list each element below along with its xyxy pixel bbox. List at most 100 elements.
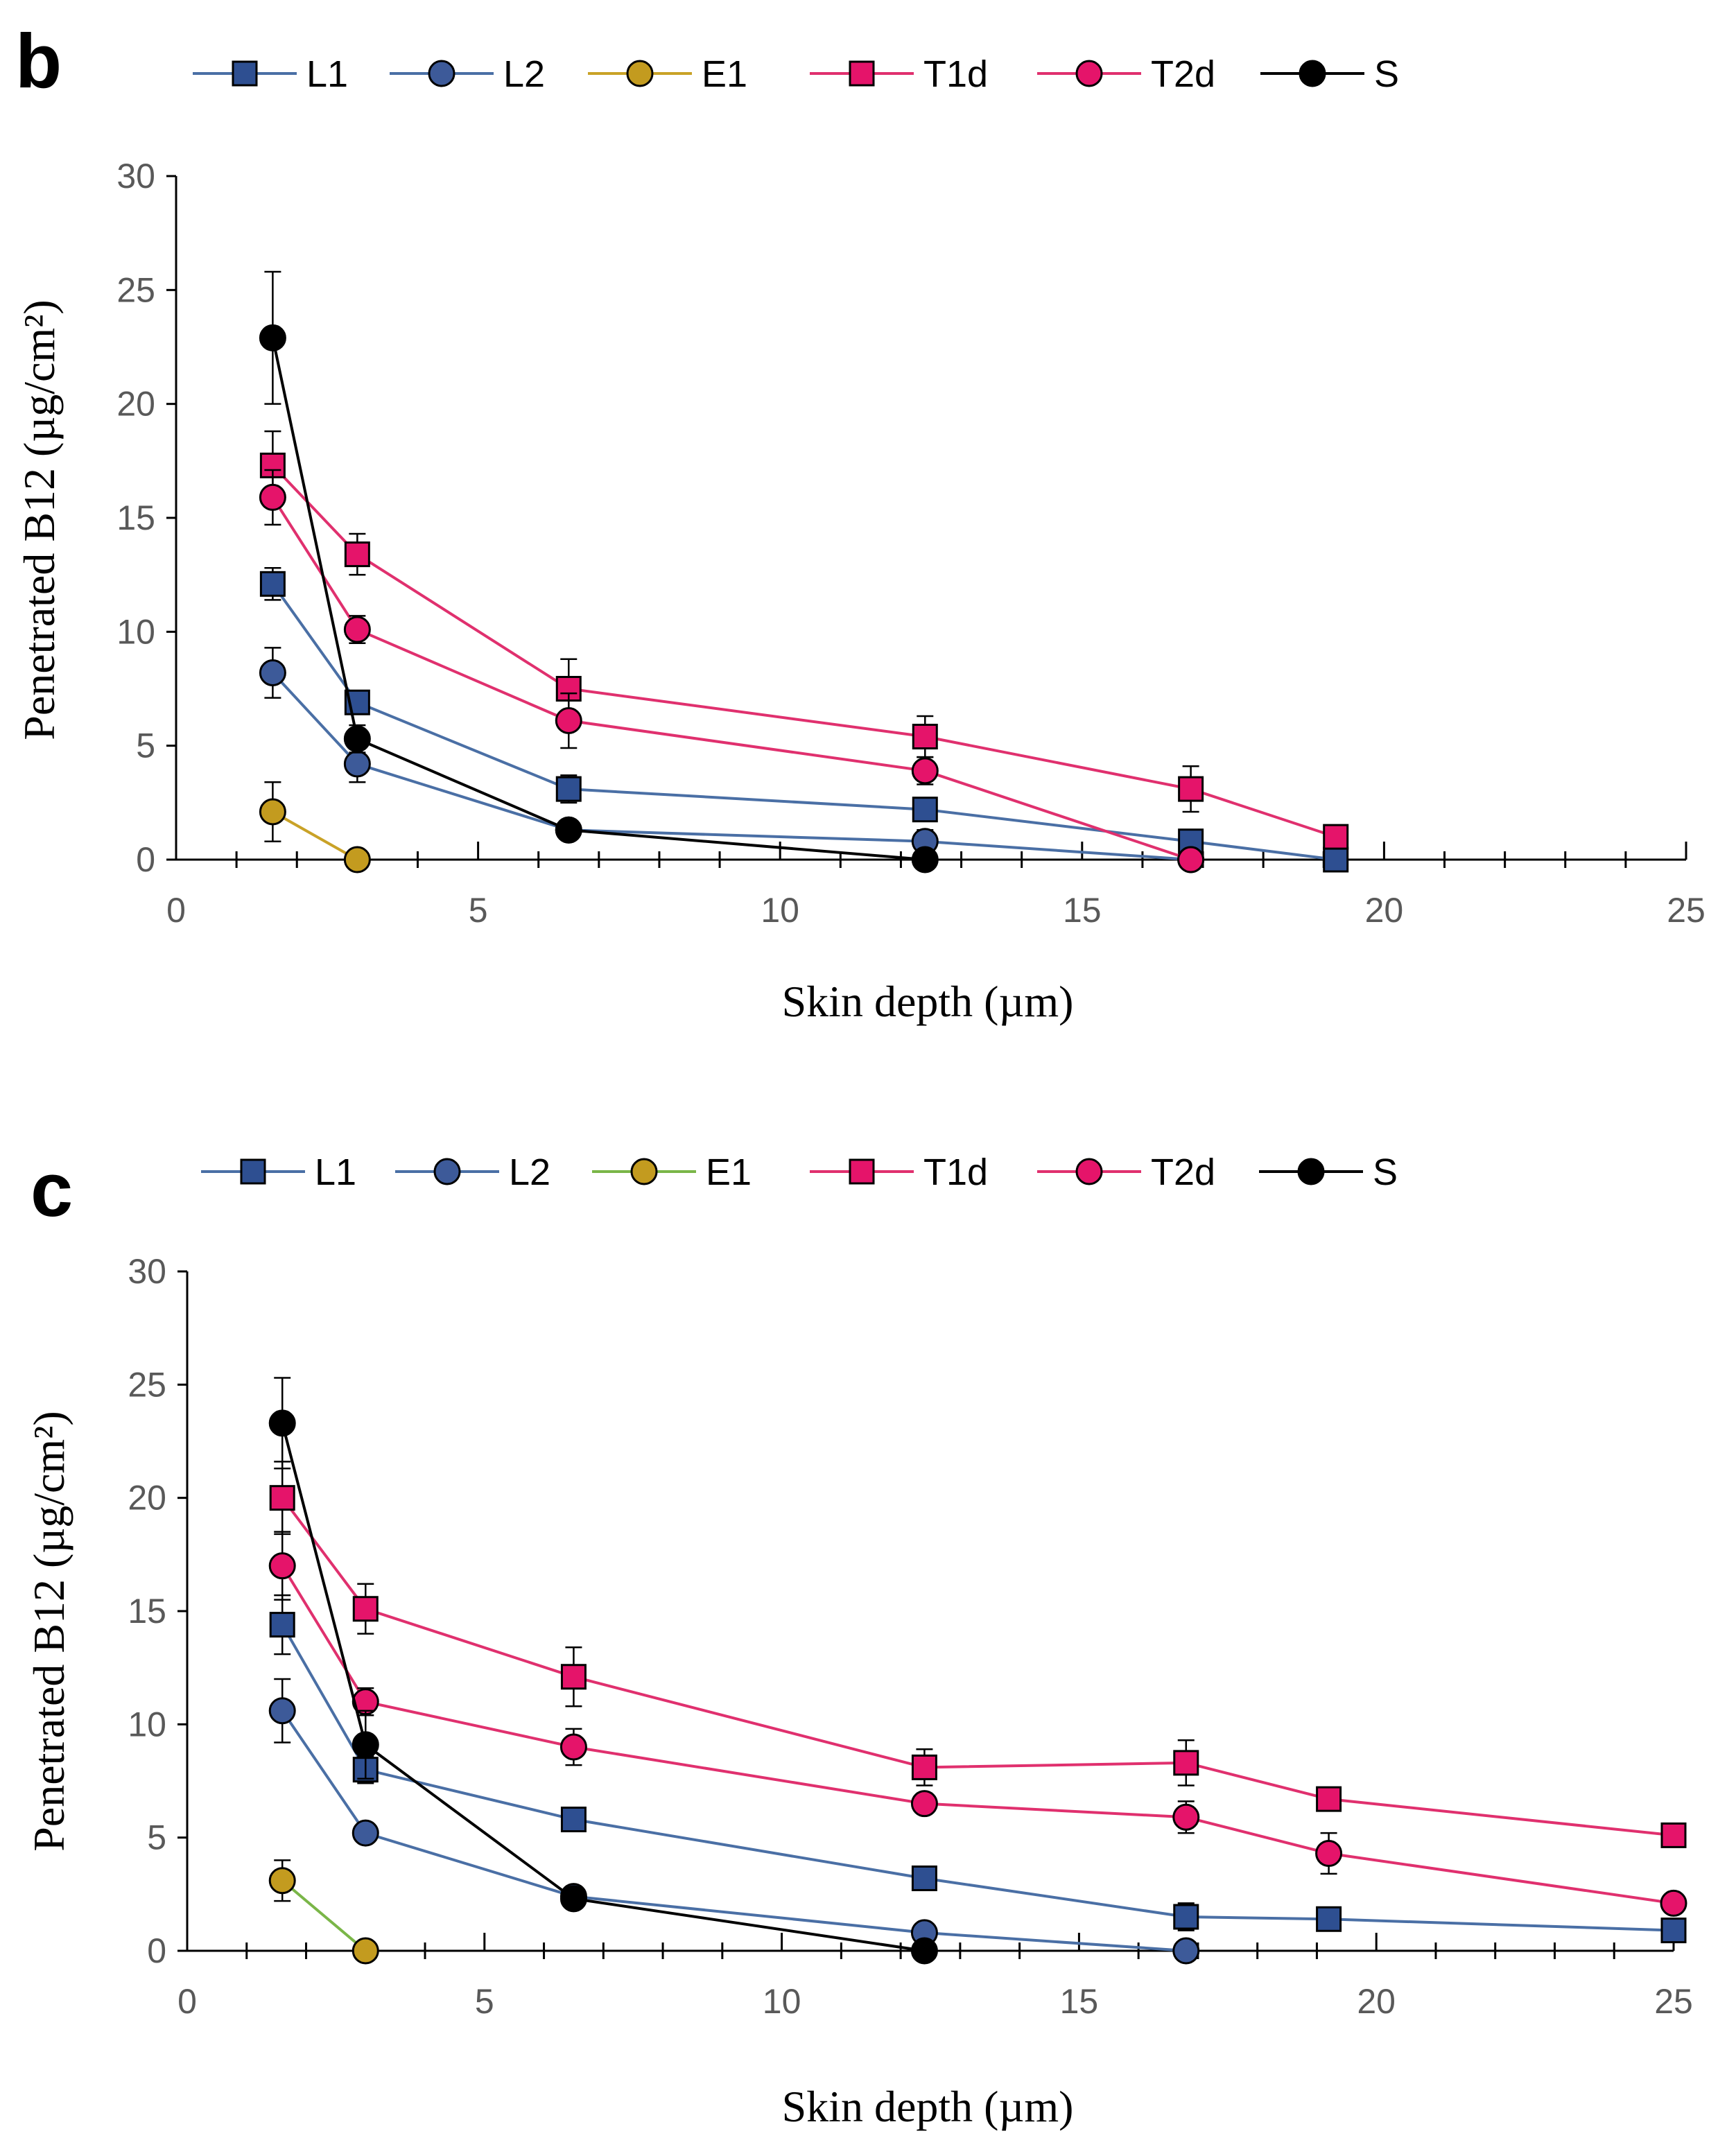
x-axis-title: Skin depth (µm)	[782, 2082, 1074, 2131]
data-point-T1d	[269, 1485, 295, 1511]
legend-entry-T2d: T2d	[1037, 1151, 1215, 1193]
data-point-T1d	[352, 1596, 379, 1622]
y-tick-label: 25	[116, 270, 155, 309]
data-point-T2d	[911, 757, 939, 785]
series-E1	[259, 781, 371, 873]
series-E1	[268, 1859, 379, 1965]
y-axis-title: Penetrated B12 (µg/cm²)	[24, 1411, 73, 1851]
legend-marker	[1299, 60, 1326, 87]
x-tick-label: 0	[166, 891, 186, 930]
data-point-E1	[343, 846, 371, 873]
data-point-L2	[343, 750, 371, 778]
data-point-T1d	[1173, 1750, 1199, 1776]
data-point-E1	[268, 1867, 296, 1895]
legend-entry-S: S	[1260, 53, 1399, 95]
data-point-T2d	[268, 1552, 296, 1580]
y-tick-label: 0	[136, 840, 155, 879]
data-point-E1	[259, 798, 286, 826]
legend-marker	[433, 1158, 461, 1185]
data-point-S	[351, 1731, 379, 1759]
legend-label: T2d	[1151, 1151, 1215, 1193]
series-S	[268, 1377, 938, 1965]
legend-label: L2	[509, 1151, 550, 1193]
data-point-T2d	[1177, 846, 1205, 873]
legend-marker	[428, 60, 455, 87]
legend-entry-E1: E1	[588, 53, 747, 95]
data-point-T2d	[1172, 1803, 1200, 1831]
data-point-T1d	[911, 1754, 937, 1780]
data-point-T1d	[1323, 824, 1349, 850]
series-line-T1d	[281, 1497, 1674, 1837]
series-T2d	[268, 1531, 1687, 1917]
y-tick-label: 25	[128, 1365, 166, 1404]
series-line-T1d	[271, 464, 1337, 839]
data-point-T1d	[1660, 1822, 1687, 1848]
data-point-T1d	[1316, 1786, 1342, 1812]
series-line-E1	[281, 1879, 367, 1952]
x-tick-label: 0	[177, 1982, 197, 2021]
legend-marker	[1297, 1158, 1325, 1185]
data-point-S	[268, 1409, 296, 1437]
y-tick-label: 30	[128, 1252, 166, 1291]
data-point-T2d	[1660, 1889, 1687, 1917]
legend-entry-L2: L2	[395, 1151, 550, 1193]
series-T1d	[259, 430, 1349, 850]
y-tick-label: 5	[136, 727, 155, 765]
data-point-T1d	[344, 541, 370, 568]
data-point-L1	[911, 1865, 937, 1891]
y-tick-label: 0	[147, 1931, 166, 1970]
data-point-L1	[269, 1612, 295, 1638]
legend-marker	[849, 1158, 875, 1185]
x-tick-label: 5	[475, 1982, 494, 2021]
data-point-S	[911, 846, 939, 873]
x-tick-label: 20	[1365, 891, 1404, 930]
data-point-T2d	[259, 483, 286, 511]
data-point-S	[559, 1885, 587, 1913]
data-point-T1d	[912, 724, 938, 750]
y-axis-title: Penetrated B12 (µg/cm²)	[15, 299, 64, 740]
data-point-S	[910, 1937, 938, 1965]
data-point-L1	[1173, 1904, 1199, 1930]
x-tick-label: 15	[1063, 891, 1102, 930]
axes: 0 5 10 15 20 25 30 0 5 10 15 20 25	[116, 157, 1705, 930]
series-T2d	[259, 469, 1205, 873]
series-T1d	[269, 1461, 1687, 1848]
data-point-T1d	[1178, 776, 1204, 802]
legend-marker	[1075, 1158, 1103, 1185]
series-line-E1	[272, 810, 358, 861]
x-axis-title: Skin depth (µm)	[782, 977, 1074, 1026]
data-point-T2d	[343, 616, 371, 643]
series-line-S	[281, 1423, 925, 1952]
x-tick-label: 10	[763, 1982, 801, 2021]
panel-c: c L1 L2 E1 T1d T2d S 0 5 10 15 20 25 30 0 5 10 15 20 25 S…	[24, 1147, 1693, 2131]
legend-entry-T1d: T1d	[810, 1151, 988, 1193]
panel-b: b L1 L2 E1 T1d T2d S 0 5 10 15 20 25 30 0 5 10 15 20 25 S…	[15, 19, 1705, 1026]
data-point-L1	[1323, 846, 1349, 873]
x-tick-label: 20	[1357, 1982, 1396, 2021]
data-point-L1	[259, 571, 286, 597]
legend-marker	[240, 1158, 266, 1185]
legend-entry-S: S	[1259, 1151, 1398, 1193]
series-line-L1	[281, 1624, 1674, 1932]
series-line-T2d	[271, 496, 1192, 861]
x-tick-label: 25	[1654, 1982, 1693, 2021]
series-line-L2	[271, 672, 1191, 861]
x-tick-label: 5	[469, 891, 488, 930]
series-L2	[259, 647, 1205, 873]
legend-marker	[630, 1158, 658, 1185]
legend-label: E1	[702, 53, 747, 95]
legend-label: E1	[706, 1151, 752, 1193]
data-point-L1	[912, 797, 938, 823]
legend-label: T1d	[923, 1151, 988, 1193]
data-point-S	[555, 816, 582, 844]
data-point-E1	[351, 1937, 379, 1965]
legend-marker	[232, 60, 258, 87]
y-tick-label: 20	[128, 1479, 166, 1518]
data-point-L2	[1172, 1937, 1200, 1965]
data-point-T2d	[555, 707, 582, 735]
data-point-L1	[560, 1807, 587, 1833]
data-point-L2	[268, 1697, 296, 1725]
data-point-S	[343, 725, 371, 753]
legend-entry-E1: E1	[592, 1151, 752, 1193]
